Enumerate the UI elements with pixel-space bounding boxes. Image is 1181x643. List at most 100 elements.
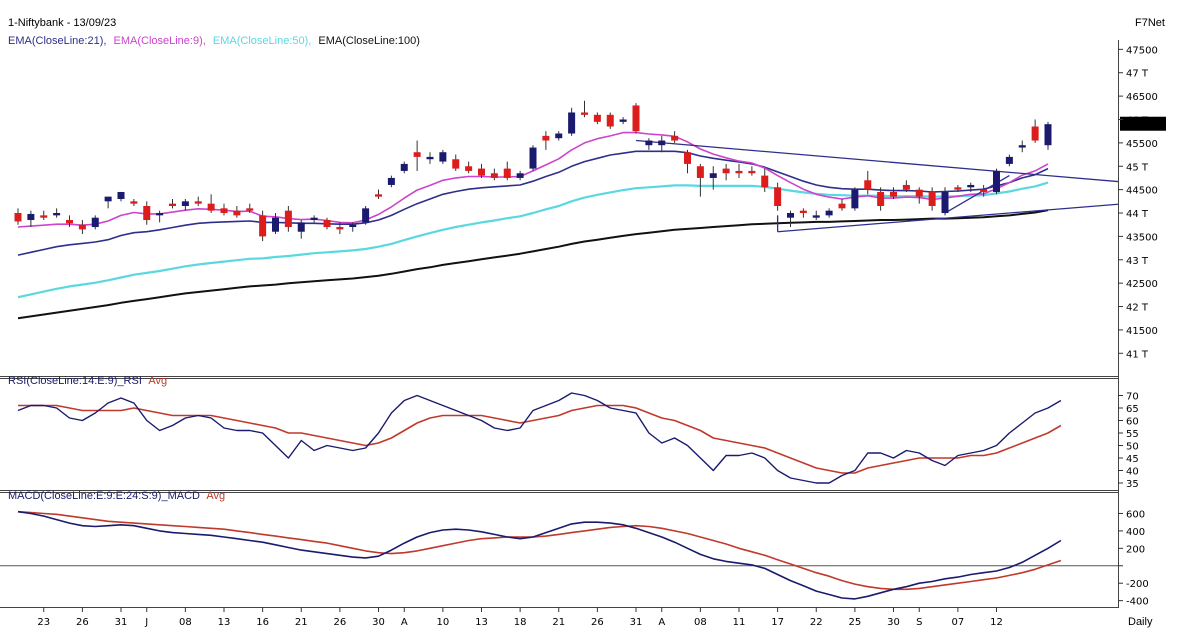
ema100-line (17, 209, 1049, 320)
candle-body (27, 213, 35, 221)
candle-body (1018, 145, 1026, 148)
candle-body (593, 114, 601, 122)
candle-body (799, 210, 807, 214)
legend-ema100: EMA(CloseLine:100) (318, 35, 420, 47)
x-tick-label: 13 (218, 617, 231, 628)
last-price-label: 45909.4 (1123, 120, 1164, 131)
candle-body (490, 173, 498, 178)
candle-body (104, 196, 112, 202)
candle-body (246, 208, 254, 211)
rsi-tick-label: 35 (1126, 479, 1139, 490)
price-tick-label: 45 T (1126, 162, 1149, 173)
candle-body (632, 105, 640, 132)
candle-body (91, 217, 99, 228)
x-tick-label: 30 (372, 617, 385, 628)
candle-body (297, 222, 305, 232)
candle-body (426, 156, 434, 160)
candle-body (748, 170, 756, 174)
candle-body (181, 201, 189, 206)
candle-body (78, 224, 86, 230)
candle-body (516, 173, 524, 178)
rsi-tick-label: 45 (1126, 454, 1139, 465)
x-tick-label: 30 (887, 617, 900, 628)
last-price-box (1120, 116, 1166, 131)
price-tick-label: 41500 (1126, 326, 1158, 337)
candle-body (53, 213, 61, 216)
candle-body (1031, 126, 1039, 141)
candle-body (40, 215, 48, 218)
candle-body (774, 187, 782, 206)
candle-body (735, 170, 743, 174)
candle-body (387, 177, 395, 185)
x-tick-label: 26 (334, 617, 347, 628)
legend-ema9: EMA(CloseLine:9), (114, 35, 206, 47)
x-tick-label: 22 (810, 617, 823, 628)
candle-body (761, 175, 769, 188)
panel-frames (0, 40, 1119, 608)
candle-body (851, 189, 859, 209)
candle-body (478, 168, 485, 176)
rsi-tick-label: 55 (1126, 429, 1139, 440)
candle-body (452, 159, 460, 169)
x-tick-label: 26 (591, 617, 604, 628)
trendline-1 (777, 212, 1010, 233)
x-tick-label: 18 (514, 617, 527, 628)
candle-body (619, 119, 627, 122)
legend-macd-avg: Avg (206, 490, 225, 502)
macd-panel (0, 510, 1118, 600)
candle-body (993, 170, 1000, 192)
price-tick-label: 45500 (1126, 139, 1158, 150)
price-panel: 45909.4 (14, 100, 1166, 320)
candle-body (941, 191, 949, 214)
candle-body (233, 210, 241, 216)
rsi-panel (17, 392, 1062, 484)
rsi-tick-label: 40 (1126, 467, 1139, 478)
candle-body (581, 112, 588, 115)
ema50-line (17, 181, 1049, 299)
candle-body (812, 215, 820, 218)
axes: 47500 47 T 46500 46 T 45500 45 T 44500 44 T 4350… (37, 45, 1157, 628)
frequency-label: Daily (1128, 616, 1153, 628)
ema21-line (17, 150, 1049, 256)
macd-tick-label: -400 (1126, 597, 1149, 608)
candle-body (156, 213, 164, 216)
x-tick-label: S (916, 617, 922, 628)
rsi-tick-label: 60 (1126, 417, 1139, 428)
x-tick-label: 16 (256, 617, 269, 628)
price-tick-label: 47500 (1126, 45, 1158, 56)
candle-body (529, 147, 537, 169)
macd-tick-label: -200 (1126, 579, 1149, 590)
price-tick-label: 43500 (1126, 232, 1158, 243)
legend-ema21: EMA(CloseLine:21), (8, 35, 106, 47)
x-tick-label: 17 (771, 617, 784, 628)
x-tick-label: 08 (179, 617, 192, 628)
support-extension (1009, 203, 1119, 214)
rsi-legend: RSI(CloseLine:14:E:9)_RSI Avg (8, 375, 167, 387)
candle-body (722, 168, 730, 174)
candle-body (838, 203, 846, 209)
candle-body (645, 140, 653, 146)
macd-avg-line (17, 510, 1062, 591)
candle-body (66, 220, 73, 224)
legend-ema50: EMA(CloseLine:50), (213, 35, 311, 47)
rsi-line (17, 392, 1062, 484)
candle-body (542, 135, 550, 141)
rsi-tick-label: 50 (1126, 442, 1139, 453)
macd-line (17, 510, 1062, 600)
candle-body (928, 191, 936, 206)
candle-body (439, 152, 447, 162)
candle-body (130, 201, 138, 204)
x-tick-label: 31 (115, 617, 128, 628)
x-tick-label: 08 (694, 617, 707, 628)
legend-macd: MACD(CloseLine:E:9:E:24:S:9)_MACD (8, 490, 200, 502)
trendline-0 (635, 139, 1049, 177)
candle-body (169, 203, 176, 206)
candle-body (568, 112, 576, 134)
macd-legend: MACD(CloseLine:E:9:E:24:S:9)_MACD Avg (8, 490, 225, 502)
price-tick-label: 43 T (1126, 256, 1149, 267)
x-tick-label: A (401, 617, 408, 628)
candle-body (194, 201, 202, 204)
candle-body (503, 168, 511, 178)
candle-body (954, 187, 962, 190)
